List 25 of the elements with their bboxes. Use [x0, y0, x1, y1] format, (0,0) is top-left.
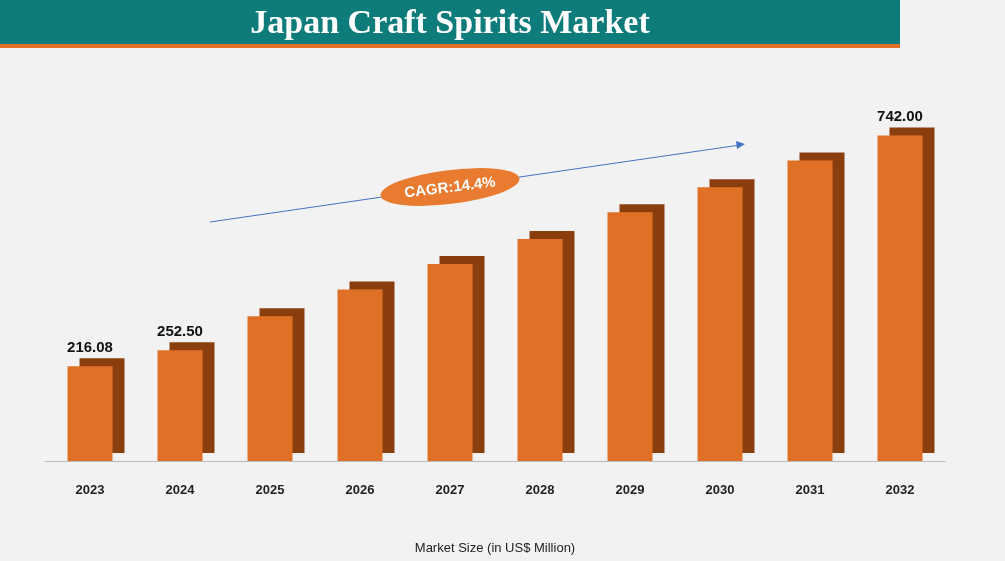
x-tick-label: 2029: [615, 482, 645, 497]
x-tick-label: 2030: [705, 482, 735, 497]
bar: [877, 135, 923, 461]
x-tick-label: 2032: [885, 482, 915, 497]
x-tick-label: 2025: [255, 482, 285, 497]
bar: [517, 238, 563, 461]
chart-title: Japan Craft Spirits Market: [0, 0, 900, 48]
x-tick-label: 2027: [435, 482, 465, 497]
bar: [337, 289, 383, 461]
bar: [247, 316, 293, 461]
x-axis-title: Market Size (in US$ Million): [414, 540, 576, 555]
bar: [607, 212, 653, 461]
bar: [697, 187, 743, 461]
data-label: 742.00: [877, 107, 923, 125]
bar: [67, 366, 113, 461]
bar: [157, 350, 203, 461]
x-tick-label: 2023: [75, 482, 105, 497]
x-tick-label: 2026: [345, 482, 375, 497]
data-label: 216.08: [67, 338, 113, 356]
x-tick-label: 2031: [795, 482, 825, 497]
bar: [427, 264, 473, 461]
data-label: 252.50: [157, 322, 203, 340]
x-tick-label: 2024: [165, 482, 196, 497]
x-tick-label: 2028: [525, 482, 555, 497]
bar: [787, 160, 833, 461]
